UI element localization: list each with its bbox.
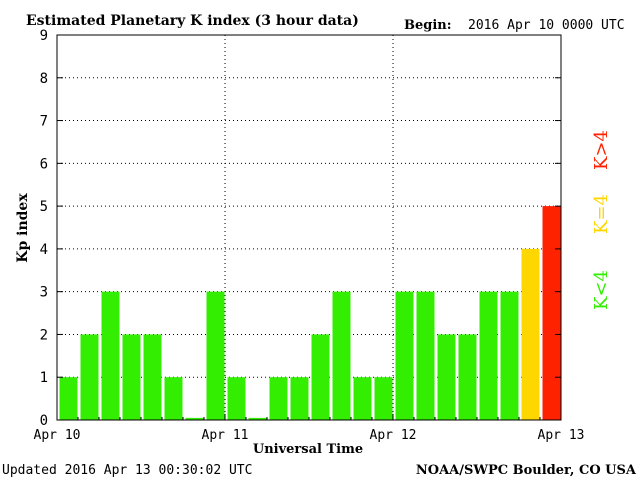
legend-k-equal-4: K=4 [591,194,612,234]
kp-bar [479,291,498,420]
kp-bar [332,291,351,420]
kp-bar [542,206,561,420]
kp-bar [395,291,414,420]
kp-bar [122,334,141,420]
kp-bar [80,334,99,420]
kp-bar [500,291,519,420]
y-tick-label: 5 [40,199,48,215]
begin-value: 2016 Apr 10 0000 UTC [468,18,625,33]
kp-bar [311,334,330,420]
kp-bar [416,291,435,420]
y-tick-label: 3 [40,285,48,301]
y-tick-label: 1 [40,370,48,386]
y-tick-label: 7 [40,114,48,130]
x-tick-label: Apr 12 [370,428,417,443]
kp-bar [227,377,246,420]
y-tick-label: 9 [40,28,48,44]
y-tick-label: 4 [40,242,48,258]
kp-bar [458,334,477,420]
y-tick-label: 8 [40,71,48,87]
kp-bar [206,291,225,420]
begin-label: Begin: [404,18,452,33]
x-tick-label: Apr 13 [538,428,585,443]
x-tick-label: Apr 11 [202,428,249,443]
legend-k-above-4: K>4 [591,130,612,170]
kp-bar [374,377,393,420]
y-axis-label: Kp index [15,193,31,263]
kp-bar [437,334,456,420]
kp-bar [353,377,372,420]
kp-bar [59,377,78,420]
kp-bar [248,417,267,420]
chart-title: Estimated Planetary K index (3 hour data… [26,13,359,29]
kp-bar [143,334,162,420]
x-axis-label: Universal Time [253,442,363,457]
updated-timestamp: Updated 2016 Apr 13 00:30:02 UTC [2,463,252,478]
y-tick-label: 2 [40,327,48,343]
kp-bar [164,377,183,420]
legend-k-below-4: K<4 [591,270,612,310]
kp-bar [290,377,309,420]
y-tick-label: 0 [40,413,48,429]
kp-bar [101,291,120,420]
x-tick-label: Apr 10 [34,428,81,443]
source-credit: NOAA/SWPC Boulder, CO USA [416,463,637,478]
y-tick-label: 6 [40,156,48,172]
kp-bar [521,248,540,420]
kp-bar [269,377,288,420]
kp-bar [185,417,204,420]
